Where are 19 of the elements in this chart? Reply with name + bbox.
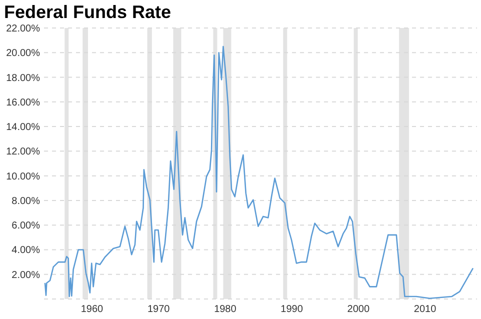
x-tick-label: 2000 bbox=[347, 304, 370, 315]
y-tick-label: 6.00% bbox=[12, 220, 40, 232]
y-tick-label: 10.00% bbox=[6, 171, 40, 182]
line-series bbox=[44, 46, 474, 300]
y-tick-label: 12.00% bbox=[6, 146, 40, 158]
y-tick-label: 2.00% bbox=[12, 270, 40, 281]
y-tick-label: 4.00% bbox=[12, 245, 40, 256]
y-tick-label: 8.00% bbox=[12, 196, 40, 207]
x-tick-label: 1960 bbox=[80, 304, 104, 315]
x-tick-label: 1990 bbox=[280, 304, 304, 315]
y-tick-label: 16.00% bbox=[6, 97, 40, 108]
x-tick-label: 1970 bbox=[147, 304, 170, 315]
chart-title: Federal Funds Rate bbox=[4, 2, 172, 22]
y-tick-label: 22.00% bbox=[6, 24, 40, 34]
y-tick-label: 14.00% bbox=[6, 122, 40, 134]
y-tick-label: 20.00% bbox=[6, 48, 40, 60]
y-tick-label: 18.00% bbox=[6, 72, 40, 84]
x-tick-label: 1980 bbox=[214, 304, 237, 315]
x-tick-label: 2010 bbox=[414, 304, 437, 315]
